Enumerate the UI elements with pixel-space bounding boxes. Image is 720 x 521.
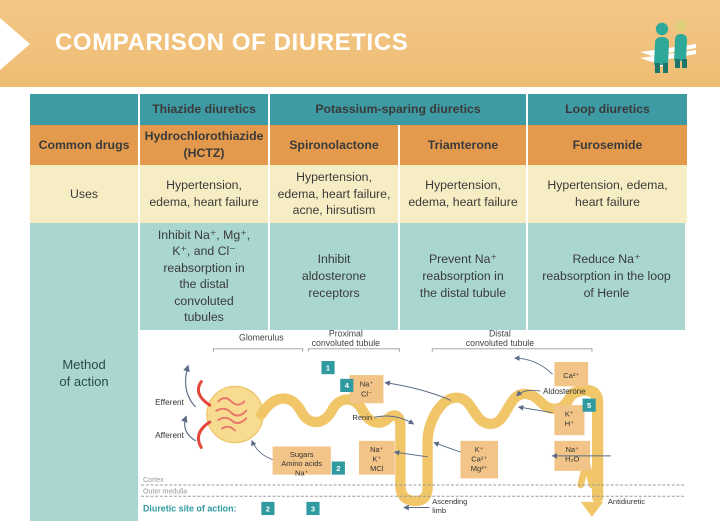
- svg-text:3: 3: [311, 504, 315, 513]
- svg-text:Afferent: Afferent: [155, 431, 184, 440]
- svg-text:Glomerulus: Glomerulus: [239, 332, 284, 342]
- svg-text:Aldosterone: Aldosterone: [543, 387, 586, 396]
- svg-text:Ca²⁺: Ca²⁺: [471, 454, 487, 463]
- svg-text:MCl: MCl: [370, 464, 384, 473]
- svg-text:limb: limb: [432, 506, 446, 515]
- svg-text:Na⁺: Na⁺: [565, 445, 579, 454]
- svg-text:Na⁺: Na⁺: [370, 445, 384, 454]
- svg-text:5: 5: [587, 401, 591, 410]
- svg-text:Diuretic site of action:: Diuretic site of action:: [143, 503, 237, 513]
- svg-text:K⁺: K⁺: [475, 445, 484, 454]
- svg-text:Na⁺: Na⁺: [295, 468, 309, 477]
- svg-text:Cortex: Cortex: [143, 477, 164, 484]
- svg-text:convoluted tubule: convoluted tubule: [312, 338, 381, 348]
- svg-text:Amino acids: Amino acids: [281, 459, 322, 468]
- svg-text:convoluted tubule: convoluted tubule: [466, 338, 535, 348]
- svg-text:Na⁺: Na⁺: [360, 379, 374, 388]
- svg-text:Ca²⁺: Ca²⁺: [563, 371, 579, 380]
- svg-text:1: 1: [326, 363, 330, 372]
- svg-text:2: 2: [336, 464, 340, 473]
- svg-text:Efferent: Efferent: [155, 398, 184, 407]
- svg-text:K⁺: K⁺: [372, 454, 381, 463]
- svg-text:Renin: Renin: [352, 413, 372, 422]
- svg-text:Outer medulla: Outer medulla: [143, 488, 187, 495]
- svg-text:H⁺: H⁺: [565, 419, 574, 428]
- svg-text:Antidiuretic: Antidiuretic: [608, 497, 645, 506]
- svg-text:K⁺: K⁺: [565, 409, 574, 418]
- svg-text:Mg²⁺: Mg²⁺: [471, 464, 488, 473]
- svg-text:2: 2: [266, 504, 270, 513]
- svg-text:Cl⁻: Cl⁻: [361, 389, 372, 398]
- svg-text:Ascending: Ascending: [432, 497, 467, 506]
- svg-text:Sugars: Sugars: [290, 450, 314, 459]
